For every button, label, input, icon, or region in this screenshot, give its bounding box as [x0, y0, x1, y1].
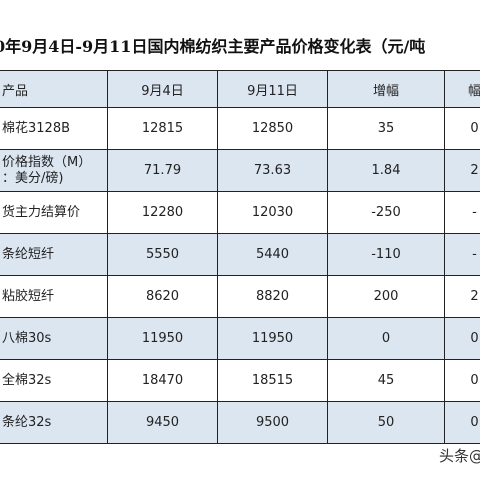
table-cell: 条纶32s — [0, 402, 108, 444]
table-cell: 0 — [445, 108, 480, 150]
table-cell: 1.84 — [328, 150, 445, 192]
table-cell: 0 — [445, 360, 480, 402]
watermark: 头条@ — [438, 447, 480, 465]
table-cell: 棉花3128B — [0, 108, 108, 150]
header-cell: 9月4日 — [108, 70, 218, 108]
header-cell: 9月11日 — [218, 70, 328, 108]
table-cell: 全棉32s — [0, 360, 108, 402]
table-cell: 11950 — [218, 318, 328, 360]
cell-line: 价格指数（M） — [2, 154, 92, 170]
header-cell: 产品 — [0, 70, 108, 108]
table-cell: 8620 — [108, 276, 218, 318]
table-cell: 71.79 — [108, 150, 218, 192]
title: 0年9月4日-9月11日国内棉纺织主要产品价格变化表（元/吨 — [0, 37, 426, 56]
table-cell: 2 — [445, 150, 480, 192]
table-cell: 45 — [328, 360, 445, 402]
header-cell: 幅 — [445, 70, 480, 108]
cell-line: 条纶短纤 — [2, 246, 55, 262]
table-cell: 18515 — [218, 360, 328, 402]
cell-line: 条纶32s — [2, 414, 52, 430]
table-cell: 8820 — [218, 276, 328, 318]
table-cell: 12280 — [108, 192, 218, 234]
table-cell: 9450 — [108, 402, 218, 444]
cell-line: ：美分/磅) — [2, 170, 64, 186]
table-cell: - — [445, 234, 480, 276]
table-cell: 八棉30s — [0, 318, 108, 360]
table-cell: 2 — [445, 276, 480, 318]
table-cell: 12815 — [108, 108, 218, 150]
table-cell: 50 — [328, 402, 445, 444]
cell-line: 粘胶短纤 — [2, 288, 55, 304]
table-cell: 5550 — [108, 234, 218, 276]
table-cell: 0 — [328, 318, 445, 360]
table-cell: 条纶短纤 — [0, 234, 108, 276]
cell-line: 棉花3128B — [2, 120, 71, 136]
cell-line: 货主力结算价 — [2, 204, 81, 220]
header-cell: 增幅 — [328, 70, 445, 108]
table-cell: 18470 — [108, 360, 218, 402]
table-cell: 0 — [445, 402, 480, 444]
table-cell: 11950 — [108, 318, 218, 360]
table-cell: 5440 — [218, 234, 328, 276]
table-cell: -250 — [328, 192, 445, 234]
table-cell: 12850 — [218, 108, 328, 150]
cell-line: 全棉32s — [2, 372, 52, 388]
table-cell: 价格指数（M） ：美分/磅) — [0, 150, 108, 192]
table-cell: - — [445, 192, 480, 234]
table-cell: 粘胶短纤 — [0, 276, 108, 318]
table-cell: 9500 — [218, 402, 328, 444]
table-cell: 73.63 — [218, 150, 328, 192]
table-cell: -110 — [328, 234, 445, 276]
table-cell: 12030 — [218, 192, 328, 234]
cell-line: 八棉30s — [2, 330, 52, 346]
table-cell: 35 — [328, 108, 445, 150]
table-cell: 200 — [328, 276, 445, 318]
table-cell: 货主力结算价 — [0, 192, 108, 234]
table-cell: 0 — [445, 318, 480, 360]
